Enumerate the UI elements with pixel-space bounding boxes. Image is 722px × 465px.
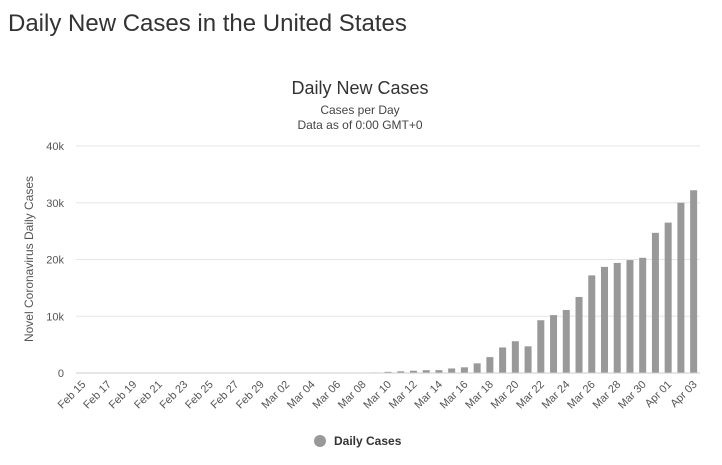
bar[interactable] [537, 320, 545, 373]
bar[interactable] [435, 370, 443, 373]
bar[interactable] [664, 222, 672, 373]
x-tick-label: Mar 30 [616, 379, 649, 412]
bar[interactable] [626, 260, 634, 373]
bar[interactable] [639, 257, 647, 373]
bar-series [371, 190, 698, 373]
y-tick-label: 0 [58, 368, 64, 380]
legend-marker-icon [314, 435, 326, 447]
bar[interactable] [651, 232, 659, 373]
legend[interactable]: Daily Cases [314, 434, 402, 448]
bar[interactable] [409, 370, 417, 373]
bar[interactable] [550, 315, 558, 373]
y-tick-label: 30k [46, 198, 64, 210]
bar[interactable] [511, 341, 519, 373]
bar[interactable] [524, 346, 532, 373]
bar[interactable] [422, 370, 430, 373]
chart-subtitle: Cases per Day [320, 103, 399, 117]
bar[interactable] [473, 363, 481, 373]
gridlines [76, 145, 700, 317]
y-tick-label: 10k [46, 311, 64, 323]
y-axis-ticks: 0 10k 20k 30k 40k [46, 141, 64, 380]
bar[interactable] [575, 296, 583, 373]
x-tick-label: Apr 03 [668, 379, 699, 410]
x-tick-label: Apr 01 [643, 379, 674, 410]
bar[interactable] [600, 266, 608, 373]
bar[interactable] [397, 371, 405, 373]
bar[interactable] [448, 368, 456, 373]
bar[interactable] [460, 367, 468, 373]
bar[interactable] [588, 275, 596, 373]
bar[interactable] [690, 190, 698, 373]
y-tick-label: 40k [46, 141, 64, 153]
chart-title: Daily New Cases [291, 78, 428, 98]
bar[interactable] [499, 347, 507, 373]
y-axis-title: Novel Coronavirus Daily Cases [22, 176, 36, 342]
chart-subtitle-date: Data as of 0:00 GMT+0 [297, 118, 422, 132]
bar[interactable] [486, 357, 494, 373]
y-tick-label: 20k [46, 255, 64, 267]
bar[interactable] [562, 310, 570, 373]
legend-label[interactable]: Daily Cases [334, 434, 402, 448]
page-heading: Daily New Cases in the United States [8, 10, 407, 37]
bar[interactable] [613, 262, 621, 373]
bar[interactable] [384, 371, 392, 373]
bar[interactable] [677, 202, 685, 373]
